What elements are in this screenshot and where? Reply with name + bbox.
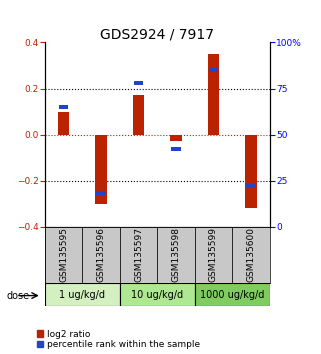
Bar xyxy=(171,147,181,151)
Bar xyxy=(120,283,195,306)
Bar xyxy=(246,184,256,188)
Text: 1000 ug/kg/d: 1000 ug/kg/d xyxy=(200,290,265,300)
Text: GSM135595: GSM135595 xyxy=(59,227,68,282)
Text: GSM135596: GSM135596 xyxy=(97,227,106,282)
Text: 10 ug/kg/d: 10 ug/kg/d xyxy=(131,290,183,300)
Bar xyxy=(245,135,256,208)
Bar xyxy=(195,283,270,306)
Bar xyxy=(195,227,232,283)
Bar xyxy=(157,227,195,283)
Bar xyxy=(96,135,107,204)
Bar xyxy=(58,112,69,135)
Text: GSM135598: GSM135598 xyxy=(171,227,180,282)
Text: GSM135600: GSM135600 xyxy=(247,227,256,282)
Bar xyxy=(134,81,143,85)
Text: GSM135599: GSM135599 xyxy=(209,227,218,282)
Text: dose: dose xyxy=(6,291,30,301)
Title: GDS2924 / 7917: GDS2924 / 7917 xyxy=(100,27,214,41)
Bar xyxy=(133,96,144,135)
Bar xyxy=(208,54,219,135)
Bar xyxy=(96,192,106,195)
Bar xyxy=(209,68,218,72)
Bar xyxy=(82,227,120,283)
Legend: log2 ratio, percentile rank within the sample: log2 ratio, percentile rank within the s… xyxy=(37,330,200,349)
Bar xyxy=(45,283,120,306)
Bar xyxy=(170,135,182,141)
Text: GSM135597: GSM135597 xyxy=(134,227,143,282)
Bar xyxy=(59,105,68,109)
Bar xyxy=(232,227,270,283)
Bar xyxy=(45,227,82,283)
Text: 1 ug/kg/d: 1 ug/kg/d xyxy=(59,290,105,300)
Bar xyxy=(120,227,157,283)
